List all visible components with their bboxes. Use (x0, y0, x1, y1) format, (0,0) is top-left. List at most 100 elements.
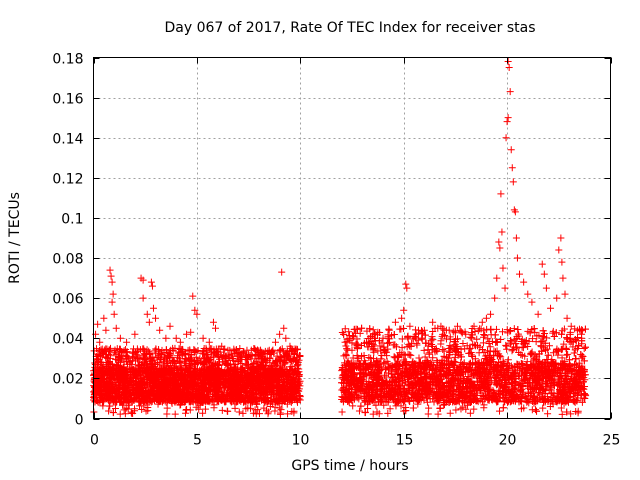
data-point (261, 395, 269, 403)
data-point (182, 409, 190, 417)
data-point (160, 388, 168, 396)
data-point (222, 397, 230, 405)
data-point (498, 328, 506, 336)
data-point (111, 346, 119, 354)
data-point (138, 405, 146, 413)
data-point (94, 352, 102, 360)
data-point (236, 374, 244, 382)
data-point (257, 390, 265, 398)
data-point (369, 326, 377, 334)
data-point (195, 393, 203, 401)
data-point (243, 373, 251, 381)
data-point (141, 351, 149, 359)
data-point (280, 381, 288, 389)
data-point (253, 397, 261, 405)
data-point (252, 369, 260, 377)
data-point (122, 394, 130, 402)
data-point (174, 371, 182, 379)
data-point (190, 365, 198, 373)
data-point (296, 352, 304, 360)
data-point (184, 379, 192, 387)
data-point (231, 363, 239, 371)
data-point (106, 354, 114, 362)
data-point (212, 383, 220, 391)
data-point (266, 371, 274, 379)
data-point (251, 350, 259, 358)
data-point (242, 379, 250, 387)
data-point (155, 392, 163, 400)
data-point (284, 410, 292, 418)
data-point (196, 401, 204, 409)
data-point (263, 350, 271, 358)
data-point (136, 355, 144, 363)
data-point (131, 405, 139, 413)
data-point (535, 331, 543, 339)
data-point (250, 390, 258, 398)
data-point (224, 369, 232, 377)
data-point (428, 333, 436, 341)
data-point (159, 357, 167, 365)
data-point (127, 408, 135, 416)
data-point (213, 376, 221, 384)
data-point (248, 391, 256, 399)
data-point (109, 393, 117, 401)
data-point (208, 378, 216, 386)
data-point (204, 366, 212, 374)
data-point (288, 362, 296, 370)
data-point (106, 402, 114, 410)
data-point (190, 376, 198, 384)
data-point (446, 333, 454, 341)
data-point (572, 408, 580, 416)
data-point (235, 408, 243, 416)
data-point (203, 369, 211, 377)
data-point (127, 370, 135, 378)
data-point (221, 353, 229, 361)
data-point (215, 388, 223, 396)
data-point (246, 368, 254, 376)
data-point (283, 387, 291, 395)
data-point (199, 359, 207, 367)
data-point (175, 345, 183, 353)
data-point (123, 360, 131, 368)
data-point (103, 345, 111, 353)
data-point (147, 360, 155, 368)
data-point (204, 351, 212, 359)
data-point (171, 364, 179, 372)
data-point (184, 346, 192, 354)
data-point (242, 398, 250, 406)
data-point (510, 325, 518, 333)
data-point (248, 352, 256, 360)
data-point (255, 386, 263, 394)
data-point (207, 355, 215, 363)
data-point (238, 349, 246, 357)
data-point (160, 361, 168, 369)
data-point (407, 351, 415, 359)
data-point (558, 354, 566, 362)
data-point (274, 383, 282, 391)
data-point (446, 409, 454, 417)
data-point (158, 384, 166, 392)
data-point (107, 344, 115, 352)
data-point (275, 395, 283, 403)
data-point (480, 404, 488, 412)
data-point (439, 346, 447, 354)
data-point (173, 365, 181, 373)
data-point (194, 373, 202, 381)
data-point (142, 407, 150, 415)
data-point (167, 346, 175, 354)
data-point (195, 405, 203, 413)
data-point (148, 369, 156, 377)
data-point (142, 391, 150, 399)
data-point (210, 348, 218, 356)
data-point (214, 387, 222, 395)
data-point (138, 383, 146, 391)
data-point (296, 379, 304, 387)
data-point (226, 379, 234, 387)
data-point (278, 389, 286, 397)
data-point (128, 383, 136, 391)
data-point (167, 376, 175, 384)
data-point (159, 396, 167, 404)
data-point (398, 344, 406, 352)
data-point (216, 348, 224, 356)
